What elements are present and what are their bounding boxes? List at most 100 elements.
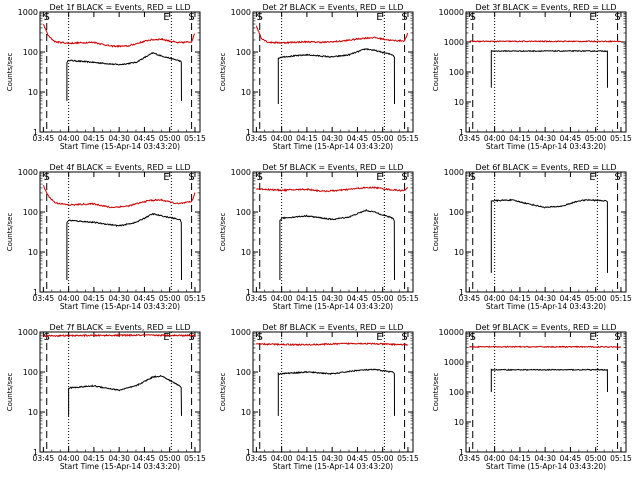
x-tick-label: 03:45 (459, 294, 481, 303)
marker-letter: S (257, 172, 263, 183)
x-tick-label: 03:45 (33, 294, 55, 303)
x-tick-label: 04:15 (296, 294, 318, 303)
x-tick-label: 04:45 (347, 134, 369, 143)
x-tick-label: 03:45 (246, 294, 268, 303)
y-tick-label: 10000 (439, 8, 464, 17)
y-tick-label: 10 (454, 248, 464, 257)
x-tick-label: 04:15 (83, 134, 105, 143)
y-axis-label: Counts/sec (432, 53, 440, 92)
chart-title: Det 2f BLACK = Events, RED = LLD (262, 3, 403, 12)
y-tick-label: 100 (236, 368, 251, 377)
y-tick-label: 100 (23, 208, 38, 217)
x-tick-label: 04:30 (321, 134, 343, 143)
chart-panel-3: Det 3f BLACK = Events, RED = LLD 1 10 100 10… (432, 3, 632, 151)
x-tick-label: 05:15 (184, 454, 206, 463)
y-tick-label: 1 (459, 448, 464, 457)
x-tick-label: 04:30 (108, 454, 130, 463)
marker-letter: S (257, 12, 263, 23)
marker-letter: S (44, 12, 50, 23)
y-tick-label: 1000 (18, 168, 38, 177)
x-tick-label: 05:00 (159, 454, 181, 463)
y-tick-label: 10 (28, 408, 38, 417)
chart-title: Det 8f BLACK = Events, RED = LLD (262, 323, 403, 332)
x-axis-label: Start Time (15-Apr-14 03:43:20) (60, 302, 180, 311)
y-tick-label: 10 (241, 408, 251, 417)
lld-trace-red (255, 25, 409, 45)
x-tick-label: 04:00 (271, 294, 293, 303)
y-tick-label: 10 (454, 418, 464, 427)
y-tick-label: 100 (236, 48, 251, 57)
plot-frame (39, 331, 201, 453)
events-trace-black (490, 198, 608, 273)
x-axis-label: Start Time (15-Apr-14 03:43:20) (273, 302, 393, 311)
chart-panel-4: Det 4f BLACK = Events, RED = LLD 1 10 100 10… (6, 163, 206, 311)
x-tick-label: 04:00 (271, 454, 293, 463)
y-tick-label: 10 (28, 88, 38, 97)
marker-letter: S (401, 172, 407, 183)
x-tick-label: 04:30 (534, 454, 556, 463)
marker-letter: E (376, 172, 382, 183)
y-axis-label: Counts/sec (6, 373, 14, 412)
x-tick-label: 04:45 (560, 454, 582, 463)
x-tick-label: 04:15 (509, 454, 531, 463)
marker-letter: S (401, 332, 407, 343)
x-tick-label: 03:45 (33, 134, 55, 143)
marker-letter: S (614, 172, 620, 183)
chart-title: Det 5f BLACK = Events, RED = LLD (262, 163, 403, 172)
marker-letter: S (614, 12, 620, 23)
lld-trace-red (469, 39, 622, 43)
x-tick-label: 05:15 (610, 454, 632, 463)
x-tick-label: 04:45 (134, 134, 156, 143)
x-axis-label: Start Time (15-Apr-14 03:43:20) (60, 462, 180, 471)
chart-panel-9: Det 9f BLACK = Events, RED = LLD 1 10 100 10… (432, 323, 632, 471)
x-tick-label: 05:00 (372, 294, 394, 303)
plot-frame (252, 331, 414, 453)
x-tick-label: 04:45 (347, 294, 369, 303)
plot-frame (252, 11, 414, 133)
events-trace-black (490, 368, 608, 393)
y-tick-label: 100 (23, 368, 38, 377)
chart-panel-2: Det 2f BLACK = Events, RED = LLD 1 10 100 10… (219, 3, 419, 151)
x-tick-label: 05:00 (372, 454, 394, 463)
x-tick-label: 05:00 (159, 134, 181, 143)
x-tick-label: 04:00 (484, 134, 506, 143)
y-tick-label: 100 (236, 208, 251, 217)
x-tick-label: 05:15 (184, 294, 206, 303)
x-tick-label: 05:15 (397, 134, 419, 143)
y-tick-label: 10 (241, 248, 251, 257)
marker-letter: S (44, 172, 50, 183)
plot-frame (465, 171, 627, 293)
x-axis-label: Start Time (15-Apr-14 03:43:20) (486, 302, 606, 311)
x-tick-label: 04:15 (83, 454, 105, 463)
chart-title: Det 6f BLACK = Events, RED = LLD (475, 163, 616, 172)
chart-panel-5: Det 5f BLACK = Events, RED = LLD 1 10 100 10… (219, 163, 419, 311)
marker-letter: E (376, 12, 382, 23)
y-axis-label: Counts/sec (219, 373, 227, 412)
plot-frame (39, 11, 201, 133)
events-trace-black (490, 49, 608, 88)
marker-letter: E (589, 12, 595, 23)
x-tick-label: 05:15 (610, 294, 632, 303)
x-tick-label: 04:45 (134, 294, 156, 303)
plot-frame (252, 171, 414, 293)
marker-letter: S (188, 172, 194, 183)
plot-frame (465, 331, 627, 453)
y-tick-label: 1000 (231, 328, 251, 337)
x-tick-label: 04:30 (321, 294, 343, 303)
x-tick-label: 04:15 (83, 294, 105, 303)
x-tick-label: 04:45 (560, 294, 582, 303)
y-tick-label: 100 (449, 208, 464, 217)
x-tick-label: 04:30 (108, 294, 130, 303)
chart-panel-1: Det 1f BLACK = Events, RED = LLD 1 10 100 10… (6, 3, 206, 151)
marker-letter: S (44, 332, 50, 343)
y-axis-label: Counts/sec (219, 213, 227, 252)
chart-panel-8: Det 8f BLACK = Events, RED = LLD 1 10 100 10… (219, 323, 419, 471)
y-tick-label: 1000 (444, 358, 464, 367)
y-axis-label: Counts/sec (6, 53, 14, 92)
y-tick-label: 10 (28, 248, 38, 257)
x-tick-label: 04:30 (108, 134, 130, 143)
marker-letter: E (589, 332, 595, 343)
marker-letter: S (401, 12, 407, 23)
y-tick-label: 1000 (444, 168, 464, 177)
